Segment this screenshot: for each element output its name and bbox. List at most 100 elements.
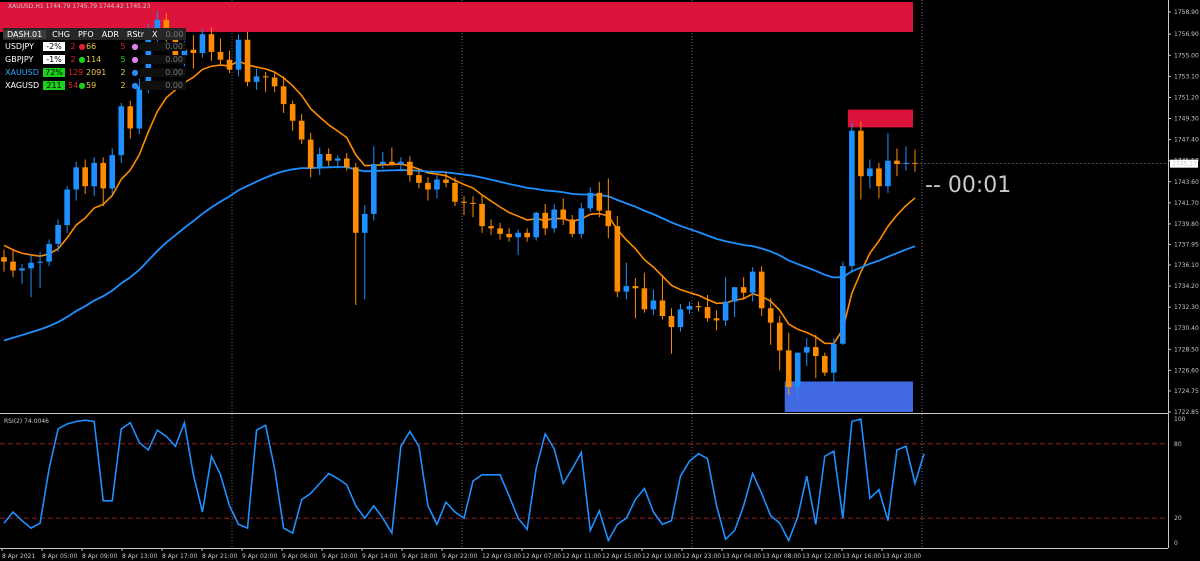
candle-body[interactable] bbox=[785, 350, 792, 388]
candle-body[interactable] bbox=[325, 154, 332, 161]
candle-body[interactable] bbox=[190, 49, 197, 54]
candle-body[interactable] bbox=[587, 192, 594, 209]
candle-body[interactable] bbox=[181, 49, 188, 56]
candle-body[interactable] bbox=[82, 167, 88, 187]
candle-body[interactable] bbox=[235, 39, 242, 70]
candle-body[interactable] bbox=[55, 225, 61, 244]
candle-body[interactable] bbox=[803, 347, 810, 353]
candle-body[interactable] bbox=[217, 51, 224, 60]
candle-body[interactable] bbox=[416, 175, 422, 183]
candle-body[interactable] bbox=[10, 261, 16, 271]
candle-body[interactable] bbox=[578, 208, 585, 234]
candle-body[interactable] bbox=[100, 162, 107, 189]
candle-body[interactable] bbox=[695, 306, 702, 308]
candle-body[interactable] bbox=[858, 130, 864, 177]
candle-body[interactable] bbox=[1, 257, 7, 262]
candle-body[interactable] bbox=[19, 268, 25, 271]
candle-body[interactable] bbox=[614, 226, 621, 292]
candle-body[interactable] bbox=[154, 19, 161, 29]
candle-body[interactable] bbox=[226, 59, 233, 70]
candle-body[interactable] bbox=[704, 307, 711, 319]
candle-body[interactable] bbox=[398, 161, 404, 165]
candle-body[interactable] bbox=[677, 309, 684, 328]
dashboard-row[interactable]: XAUUSD 72% 129 2091 2 ● 0.00 bbox=[3, 66, 186, 79]
candle-body[interactable] bbox=[776, 322, 783, 351]
candle-body[interactable] bbox=[497, 228, 503, 234]
candle-body[interactable] bbox=[623, 286, 630, 292]
dashboard-tab[interactable]: DASH.01 bbox=[3, 29, 47, 39]
candle-body[interactable] bbox=[479, 203, 485, 227]
candle-body[interactable] bbox=[64, 189, 70, 226]
candle-body[interactable] bbox=[46, 243, 52, 262]
candle-body[interactable] bbox=[280, 86, 287, 105]
candle-body[interactable] bbox=[749, 271, 756, 293]
candle-body[interactable] bbox=[407, 161, 413, 176]
candle-body[interactable] bbox=[371, 164, 377, 214]
close-button[interactable]: X bbox=[151, 29, 158, 39]
candle-body[interactable] bbox=[641, 288, 648, 310]
candle-body[interactable] bbox=[849, 130, 855, 267]
candle-body[interactable] bbox=[208, 34, 215, 52]
candle-body[interactable] bbox=[37, 261, 43, 263]
candle-body[interactable] bbox=[163, 19, 170, 36]
candle-body[interactable] bbox=[731, 287, 738, 302]
candle-body[interactable] bbox=[109, 155, 116, 189]
dashboard-row[interactable]: USDJPY -2% 2 ● 66 5 ● 0.00 bbox=[3, 40, 186, 53]
candle-body[interactable] bbox=[343, 158, 350, 168]
candle-body[interactable] bbox=[136, 86, 143, 129]
candle-body[interactable] bbox=[127, 106, 134, 129]
candle-body[interactable] bbox=[533, 212, 539, 238]
candle-body[interactable] bbox=[876, 168, 882, 187]
candle-body[interactable] bbox=[506, 233, 512, 238]
candle-body[interactable] bbox=[569, 219, 576, 234]
candle-body[interactable] bbox=[470, 202, 476, 204]
candle-body[interactable] bbox=[632, 286, 639, 289]
col-pfo-header[interactable]: PFO bbox=[77, 29, 94, 39]
candle-body[interactable] bbox=[515, 232, 521, 238]
candle-body[interactable] bbox=[822, 355, 828, 373]
candle-body[interactable] bbox=[758, 271, 765, 309]
candle-body[interactable] bbox=[298, 120, 305, 140]
candle-body[interactable] bbox=[912, 162, 918, 164]
candle-body[interactable] bbox=[334, 158, 341, 161]
candle-body[interactable] bbox=[668, 316, 675, 328]
candle-body[interactable] bbox=[542, 212, 548, 229]
candle-body[interactable] bbox=[885, 160, 891, 187]
candle-body[interactable] bbox=[425, 182, 431, 190]
candle-body[interactable] bbox=[596, 192, 603, 211]
candle-body[interactable] bbox=[352, 167, 359, 233]
candle-body[interactable] bbox=[767, 308, 774, 323]
candle-body[interactable] bbox=[28, 262, 34, 269]
candle-body[interactable] bbox=[560, 209, 567, 220]
candle-body[interactable] bbox=[659, 300, 666, 317]
candle-body[interactable] bbox=[831, 343, 837, 373]
candle-body[interactable] bbox=[389, 161, 395, 165]
candle-body[interactable] bbox=[244, 39, 251, 82]
candle-body[interactable] bbox=[524, 232, 530, 238]
candle-body[interactable] bbox=[443, 179, 449, 183]
candle-body[interactable] bbox=[380, 161, 386, 165]
candle-body[interactable] bbox=[812, 347, 819, 356]
candle-body[interactable] bbox=[840, 266, 846, 344]
candle-body[interactable] bbox=[289, 104, 296, 121]
candle-body[interactable] bbox=[316, 154, 323, 169]
candle-body[interactable] bbox=[551, 209, 558, 229]
candle-body[interactable] bbox=[650, 300, 657, 310]
candle-body[interactable] bbox=[271, 77, 278, 87]
dashboard-row[interactable]: XAGUSD 211 54 ● 59 2 ● 0.00 bbox=[3, 79, 186, 92]
candle-body[interactable] bbox=[794, 352, 801, 388]
candle-body[interactable] bbox=[461, 201, 467, 203]
dashboard-row[interactable]: GBPJPY -1% 2 ● 114 5 ● 0.00 bbox=[3, 53, 186, 66]
col-rstr-header[interactable]: RStr bbox=[126, 29, 144, 39]
candle-body[interactable] bbox=[722, 301, 729, 321]
candle-body[interactable] bbox=[894, 160, 900, 165]
candle-body[interactable] bbox=[199, 34, 206, 54]
candle-body[interactable] bbox=[434, 179, 440, 190]
candle-body[interactable] bbox=[118, 106, 125, 156]
candle-body[interactable] bbox=[867, 168, 873, 177]
col-adr-header[interactable]: ADR bbox=[101, 29, 119, 39]
candle-body[interactable] bbox=[740, 287, 747, 293]
candle-body[interactable] bbox=[488, 226, 494, 229]
candle-body[interactable] bbox=[307, 139, 314, 169]
col-chg-header[interactable]: CHG bbox=[52, 29, 70, 39]
